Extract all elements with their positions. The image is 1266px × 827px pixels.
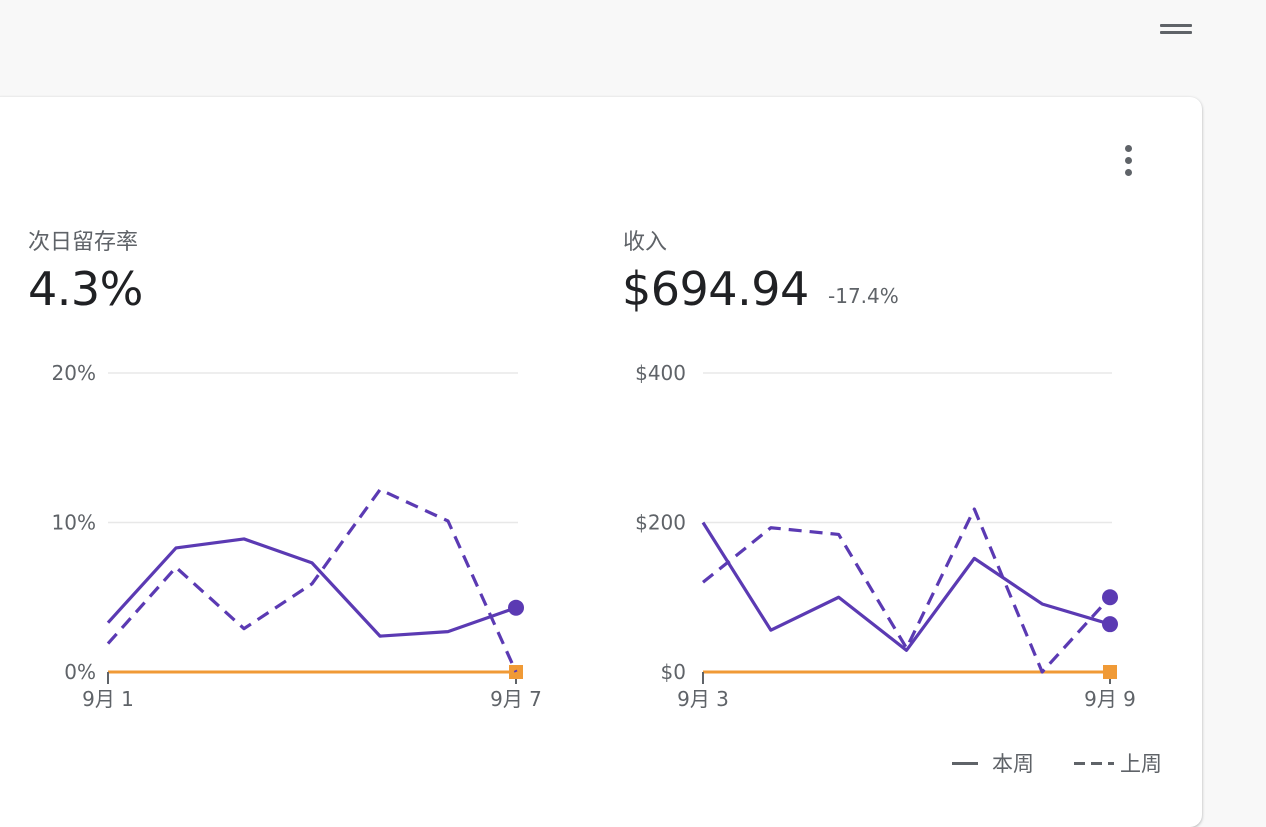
more-vert-icon[interactable]	[1114, 140, 1144, 182]
legend-this-week: 本周	[952, 748, 1034, 778]
y-tick-label: $0	[661, 660, 686, 684]
x-tick-label: 9月 1	[82, 687, 134, 711]
baseline-end-marker	[1103, 665, 1117, 679]
hamburger-icon[interactable]	[1158, 20, 1194, 42]
revenue-label: 收入	[623, 230, 668, 255]
y-tick-label: 20%	[52, 361, 96, 385]
y-tick-label: $200	[635, 511, 686, 535]
revenue-chart: $0 $200 $400 9月 3 9月 9	[635, 361, 1136, 711]
this-week-line	[106, 537, 517, 638]
this-week-point	[508, 599, 524, 616]
legend-last-week-label: 上周	[1120, 752, 1162, 776]
retention-label: 次日留存率	[28, 230, 139, 255]
this-week-point	[1102, 616, 1118, 633]
y-tick-label: 10%	[52, 511, 96, 535]
solid-line-swatch	[952, 761, 978, 765]
last-week-line	[106, 488, 518, 673]
revenue-delta: -17.4%	[828, 284, 899, 308]
x-tick-label: 9月 3	[677, 687, 729, 711]
last-week-point	[1102, 589, 1118, 606]
legend-last-week: 上周	[1074, 748, 1162, 778]
x-tick-label: 9月 7	[490, 687, 542, 711]
x-tick-label: 9月 9	[1084, 687, 1136, 711]
this-week-line	[701, 521, 1111, 652]
y-tick-label: $400	[635, 361, 686, 385]
revenue-value: $694.94	[622, 262, 809, 316]
metrics-card	[0, 97, 1202, 827]
last-week-line	[701, 507, 1112, 674]
retention-chart: 0% 10% 20% 9月 1 9月 7	[52, 361, 542, 711]
retention-value: 4.3%	[28, 262, 143, 316]
legend-this-week-label: 本周	[992, 752, 1034, 776]
dashed-line-swatch	[1074, 761, 1114, 765]
y-tick-label: 0%	[64, 660, 96, 684]
